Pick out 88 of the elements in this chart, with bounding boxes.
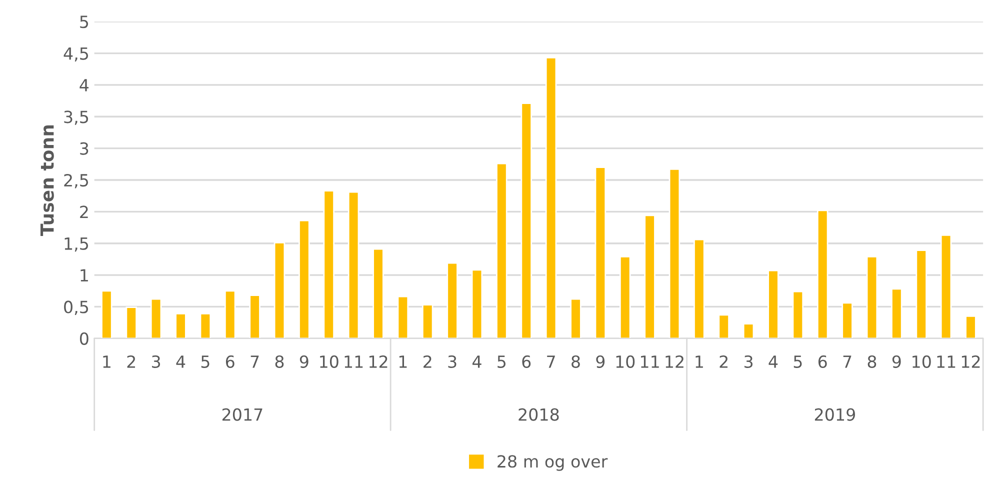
bar xyxy=(842,302,853,338)
bar xyxy=(224,290,236,338)
bar xyxy=(200,312,212,338)
bar xyxy=(594,166,606,338)
bar xyxy=(397,296,409,338)
x-tick-label: 2 xyxy=(424,355,432,368)
x-tick-label: 9 xyxy=(596,355,605,368)
bar xyxy=(768,270,779,338)
y-axis-title: Tusen tonn xyxy=(40,125,54,236)
x-tick-label: 7 xyxy=(843,356,852,368)
y-tick-label: 1 xyxy=(80,269,88,282)
bar xyxy=(150,298,162,338)
x-tick-label: 2 xyxy=(720,355,728,368)
x-tick-label: 2 xyxy=(127,355,135,368)
bar xyxy=(471,269,483,338)
bar xyxy=(446,262,458,338)
bar xyxy=(323,190,334,338)
x-tick-label: 7 xyxy=(250,356,259,368)
bar xyxy=(792,290,804,338)
x-tick-label: 12 xyxy=(666,355,684,368)
y-tick-label: 2 xyxy=(80,206,88,218)
bar xyxy=(545,57,557,338)
x-tick-label: 5 xyxy=(498,356,506,368)
bar xyxy=(742,323,754,338)
x-tick-label: 4 xyxy=(176,356,186,368)
x-tick-label: 12 xyxy=(369,355,388,368)
bar xyxy=(965,316,976,338)
legend-label: 28 m og over xyxy=(498,455,608,471)
bar xyxy=(496,162,508,338)
x-tick-label: 4 xyxy=(768,356,778,368)
x-tick-label: 1 xyxy=(399,356,407,368)
bar xyxy=(101,290,112,338)
x-tick-label: 10 xyxy=(616,355,635,368)
x-tick-label: 9 xyxy=(300,355,308,368)
y-tick-label: 0,5 xyxy=(64,300,88,315)
x-tick-label: 1 xyxy=(696,356,703,368)
bar xyxy=(274,242,286,338)
bar xyxy=(126,306,137,338)
x-tick-label: 8 xyxy=(572,355,580,368)
bar xyxy=(372,248,384,338)
x-tick-label: 7 xyxy=(547,356,555,368)
x-tick-label: 6 xyxy=(818,355,827,368)
bar xyxy=(175,312,186,338)
text: 2017 xyxy=(222,408,262,421)
x-tick-label: 3 xyxy=(744,355,753,368)
x-tick-label: 5 xyxy=(201,356,210,368)
bar xyxy=(644,214,656,338)
x-tick-label: 8 xyxy=(275,355,284,368)
bar xyxy=(348,191,360,338)
x-tick-label: 11 xyxy=(641,356,659,368)
bar xyxy=(940,234,952,338)
y-tick-label: 5 xyxy=(80,16,88,28)
bar xyxy=(891,288,902,338)
bar xyxy=(816,210,828,338)
y-tick-label: 1,5 xyxy=(64,238,88,252)
bar xyxy=(668,168,680,338)
x-tick-label: 4 xyxy=(472,356,482,368)
text: 2019 xyxy=(814,408,855,421)
bar xyxy=(422,304,434,338)
x-tick-label: 8 xyxy=(868,355,876,368)
bar xyxy=(298,220,310,338)
bar xyxy=(619,256,631,338)
y-tick-label: 4,5 xyxy=(64,47,88,62)
y-tick-label: 3 xyxy=(80,142,88,155)
x-tick-label: 5 xyxy=(794,356,802,368)
bar xyxy=(249,294,260,338)
x-tick-label: 11 xyxy=(344,356,363,368)
x-tick-label: 6 xyxy=(226,355,234,368)
x-tick-label: 1 xyxy=(103,356,110,368)
x-tick-label: 12 xyxy=(962,355,980,368)
bar xyxy=(570,298,582,338)
x-tick-label: 10 xyxy=(320,355,338,368)
y-tick-label: 0 xyxy=(80,332,88,345)
y-tick-label: 2,5 xyxy=(64,174,88,188)
y-tick-label: 4 xyxy=(80,79,89,92)
bar xyxy=(520,102,532,338)
x-tick-label: 10 xyxy=(912,355,931,368)
x-tick-label: 6 xyxy=(522,355,531,368)
y-tick-label: 3,5 xyxy=(64,110,88,125)
x-tick-label: 11 xyxy=(937,356,956,368)
bar xyxy=(916,250,927,338)
bar xyxy=(694,238,705,338)
bar xyxy=(866,256,878,338)
x-tick-label: 3 xyxy=(152,355,160,368)
x-tick-label: 3 xyxy=(448,355,456,368)
text: 2018 xyxy=(518,408,559,421)
x-tick-label: 9 xyxy=(892,355,901,368)
bar xyxy=(718,314,730,338)
